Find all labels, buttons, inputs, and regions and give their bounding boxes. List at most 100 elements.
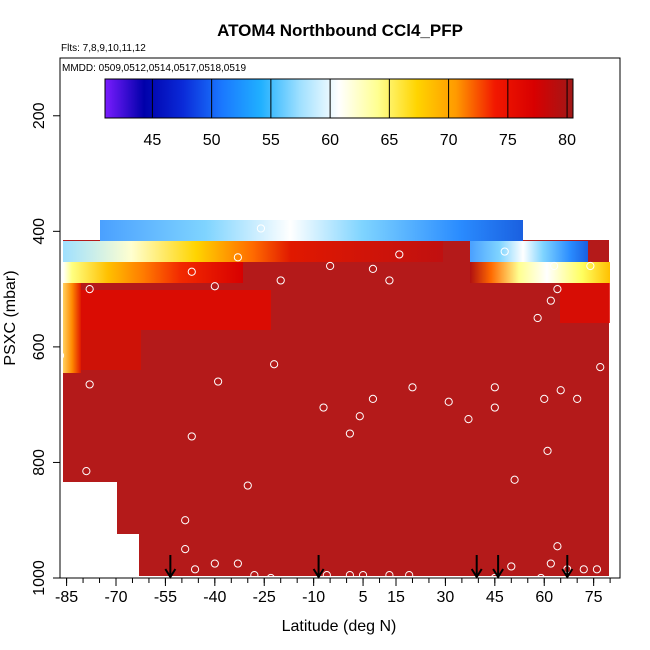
sample-point xyxy=(507,562,516,571)
x-axis-label: Latitude (deg N) xyxy=(282,618,397,635)
sample-point xyxy=(566,129,575,138)
sample-point xyxy=(210,559,219,568)
heatmap-band-top xyxy=(100,220,523,241)
sample-point xyxy=(326,261,335,271)
sample-point xyxy=(319,181,328,190)
heatmap-field xyxy=(63,220,610,578)
colorbar: 45 50 55 60 65 70 75 80 xyxy=(104,78,576,149)
sample-point xyxy=(543,204,552,213)
heatmap-patch-3 xyxy=(560,283,610,323)
sample-point xyxy=(550,129,559,138)
x-tick-label: -70 xyxy=(104,589,127,606)
sample-point xyxy=(233,559,242,568)
heatmap-band-2 xyxy=(63,241,443,262)
x-axis: -85 -70 -55 -40 -25 -10 5 15 30 45 60 75 xyxy=(55,577,620,606)
dates-label: MMDD: 0509,0512,0514,0517,0518,0519 xyxy=(62,63,246,74)
heatmap-left-edge xyxy=(63,283,81,373)
sample-point xyxy=(181,545,190,554)
sample-point xyxy=(102,117,111,126)
sample-point xyxy=(553,285,562,294)
profile-arrow xyxy=(561,555,574,579)
sample-point xyxy=(345,571,354,580)
x-tick-label: -85 xyxy=(55,589,78,606)
x-tick-label: 30 xyxy=(437,589,455,606)
sample-point xyxy=(592,186,602,195)
y-tick-label: 800 xyxy=(31,449,48,476)
sample-point xyxy=(546,559,555,568)
sample-point xyxy=(464,415,473,424)
colorbar-tick-label: 55 xyxy=(262,132,280,149)
sample-point xyxy=(582,155,592,164)
sample-point xyxy=(391,149,401,158)
sample-point xyxy=(540,394,549,403)
sample-point xyxy=(609,155,618,164)
heatmap-right-band-a xyxy=(470,241,588,262)
sample-point xyxy=(250,134,259,143)
colorbar-tick-label: 80 xyxy=(558,132,576,149)
colorbar-tick-label: 45 xyxy=(143,132,161,149)
sample-point xyxy=(190,565,200,574)
colorbar-tick-label: 75 xyxy=(499,132,517,149)
sample-point xyxy=(233,253,242,262)
x-tick-label: 15 xyxy=(387,589,405,606)
y-axis: 200 400 600 800 1000 xyxy=(31,102,61,596)
y-tick-label: 400 xyxy=(31,218,48,245)
chart-title: ATOM4 Northbound CCl4_PFP xyxy=(217,21,463,40)
sample-point xyxy=(319,403,328,412)
sample-point xyxy=(230,137,239,146)
sample-point xyxy=(592,565,602,574)
sample-point xyxy=(553,542,562,551)
x-tick-label: -10 xyxy=(302,589,325,606)
flights-label: Flts: 7,8,9,10,11,12 xyxy=(61,43,146,54)
colorbar-tick-label: 65 xyxy=(380,132,398,149)
sample-point xyxy=(82,467,91,476)
sample-point xyxy=(355,178,364,187)
sample-point xyxy=(322,571,331,580)
sample-point xyxy=(85,380,94,389)
sample-point xyxy=(355,412,364,421)
sample-point xyxy=(214,143,223,152)
colorbar-tick-label: 50 xyxy=(203,132,221,149)
sample-point xyxy=(243,481,252,490)
profile-arrow xyxy=(470,555,483,579)
sample-point xyxy=(187,432,196,441)
x-tick-label: 45 xyxy=(486,589,504,606)
sample-point xyxy=(490,403,499,412)
sample-point xyxy=(612,568,621,577)
sample-point xyxy=(408,383,417,392)
y-axis-label: PSXC (mbar) xyxy=(2,270,19,365)
sample-point xyxy=(187,267,196,276)
sample-point xyxy=(510,475,519,484)
sample-point xyxy=(368,394,378,403)
sample-point xyxy=(270,360,279,369)
x-tick-label: -25 xyxy=(253,589,276,606)
sample-point xyxy=(586,261,595,271)
heatmap-right-band-b xyxy=(470,262,610,283)
sample-point xyxy=(556,386,565,395)
sample-point xyxy=(513,189,522,198)
sample-point xyxy=(385,276,394,285)
y-tick-label: 600 xyxy=(31,333,48,360)
sample-point xyxy=(500,247,509,256)
sample-point xyxy=(395,250,404,259)
sample-point xyxy=(596,363,605,372)
sample-point xyxy=(368,264,378,273)
heatmap-band-3 xyxy=(63,262,243,283)
sample-point xyxy=(490,204,499,213)
sample-point xyxy=(550,261,559,271)
sample-point xyxy=(523,204,532,213)
sample-point xyxy=(256,224,266,233)
sample-point xyxy=(329,181,338,190)
y-tick-label: 1000 xyxy=(31,560,48,596)
heatmap-patch-1 xyxy=(81,290,271,330)
sample-point xyxy=(490,383,499,392)
sample-point xyxy=(609,186,618,195)
x-tick-label: 75 xyxy=(585,589,603,606)
x-tick-label: 5 xyxy=(359,589,368,606)
sample-point xyxy=(85,285,94,294)
sample-point xyxy=(194,181,203,190)
sample-point xyxy=(599,155,608,164)
sample-point xyxy=(276,276,285,285)
colorbar-gradient xyxy=(104,78,574,119)
